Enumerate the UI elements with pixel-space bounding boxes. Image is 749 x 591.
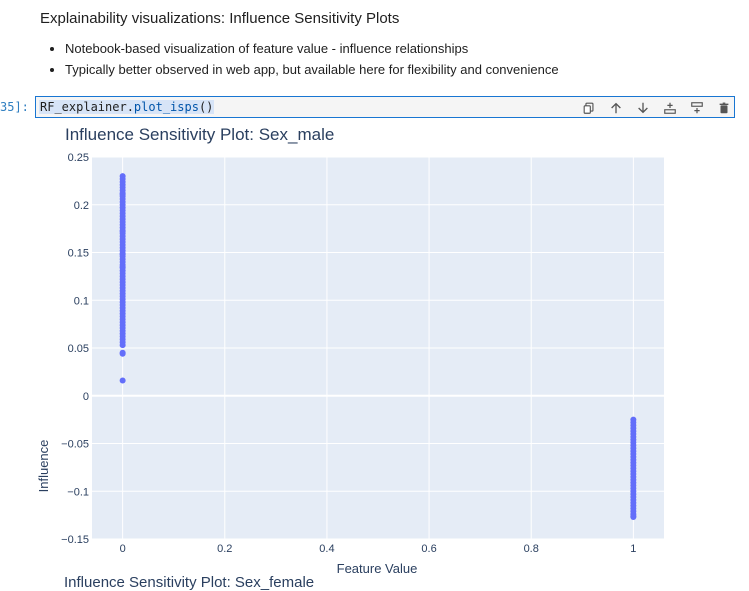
delete-cell-button[interactable] <box>710 100 737 116</box>
code-line[interactable]: RF_explainer.plot_isps() <box>39 100 215 114</box>
y-tick-labels: −0.15 −0.1 −0.05 0 0.05 0.1 0.15 0.2 0.25 <box>61 152 89 546</box>
y-gridlines <box>92 156 664 540</box>
next-plot-title: Influence Sensitivity Plot: Sex_female <box>64 574 315 591</box>
x-tick-label: 0.4 <box>319 543 334 555</box>
x-tick-labels: 0 0.2 0.4 0.6 0.8 1 <box>120 543 637 555</box>
data-point <box>119 191 126 198</box>
data-point <box>119 342 126 349</box>
duplicate-cell-button[interactable] <box>575 100 602 116</box>
insert-below-button[interactable] <box>683 100 710 116</box>
plot-output: Influence Sensitivity Plot: Sex_male 0 0.… <box>0 120 749 580</box>
data-point <box>630 514 637 521</box>
data-point <box>119 251 126 258</box>
y-tick-label: 0.2 <box>74 200 89 212</box>
scatter-points <box>119 173 637 521</box>
x-tick-label: 1 <box>630 543 636 555</box>
data-point <box>119 263 126 270</box>
section-heading: Explainability visualizations: Influence… <box>40 10 400 27</box>
x-tick-label: 0 <box>120 543 126 555</box>
move-up-button[interactable] <box>602 100 629 116</box>
bullet-list: Notebook-based visualization of feature … <box>40 38 559 80</box>
y-tick-label: −0.05 <box>61 439 89 451</box>
x-axis-label: Feature Value <box>337 561 418 576</box>
move-up-icon <box>610 102 621 114</box>
x-tick-label: 0.2 <box>217 543 232 555</box>
data-point <box>119 350 126 357</box>
execution-count-prompt: 35]: <box>0 100 29 114</box>
data-point <box>119 228 126 235</box>
cell-toolbar <box>575 100 737 116</box>
x-tick-label: 0.6 <box>421 543 436 555</box>
x-tick-label: 0.8 <box>524 543 539 555</box>
bullet-item: Typically better observed in web app, bu… <box>65 59 559 80</box>
insert-above-icon <box>663 102 676 114</box>
y-tick-label: 0.1 <box>74 295 89 307</box>
y-tick-label: −0.1 <box>67 486 89 498</box>
code-cell-editor[interactable]: RF_explainer.plot_isps() <box>35 96 735 118</box>
y-tick-label: 0.05 <box>68 343 89 355</box>
move-down-icon <box>637 102 648 114</box>
chart-title: Influence Sensitivity Plot: Sex_male <box>65 125 334 144</box>
delete-icon <box>719 102 728 114</box>
code-method: plot_isps <box>133 100 199 114</box>
code-call: () <box>198 100 214 114</box>
y-tick-label: 0.15 <box>68 248 89 260</box>
bullet-item: Notebook-based visualization of feature … <box>65 38 559 59</box>
y-tick-label: 0.25 <box>68 152 89 164</box>
duplicate-icon <box>583 102 594 114</box>
insert-above-button[interactable] <box>656 100 683 116</box>
influence-sensitivity-chart: Influence Sensitivity Plot: Sex_male 0 0.… <box>36 125 664 576</box>
y-tick-label: −0.15 <box>61 534 89 546</box>
data-point <box>119 377 126 384</box>
insert-below-icon <box>690 102 703 114</box>
y-axis-label: Influence <box>36 440 51 493</box>
y-tick-label: 0 <box>83 391 89 403</box>
code-object: RF_explainer. <box>40 100 134 114</box>
move-down-button[interactable] <box>629 100 656 116</box>
